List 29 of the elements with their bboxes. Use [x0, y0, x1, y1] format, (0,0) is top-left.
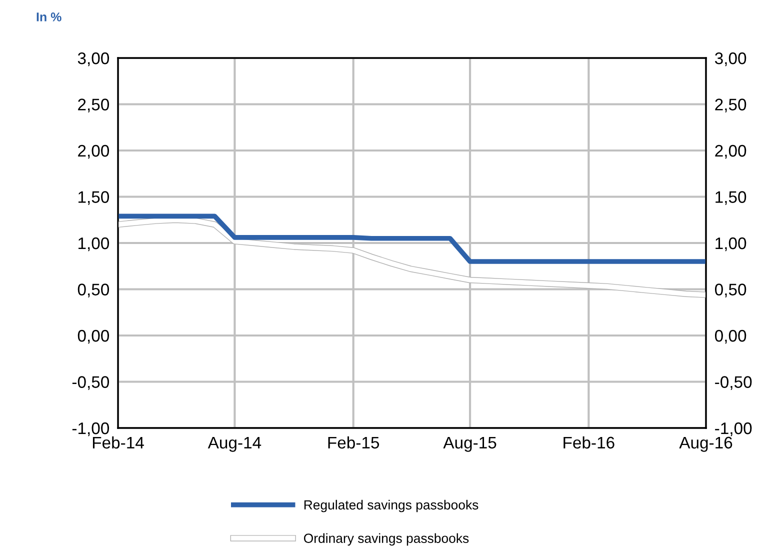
y2-tick-label: -1,00	[715, 422, 752, 436]
y-tick-label: 1,50	[78, 191, 110, 205]
chart-title: In %	[36, 12, 62, 22]
y2-tick-label: 3,00	[714, 52, 746, 66]
y-tick-label: 3,00	[78, 52, 110, 66]
y-tick-label: 2,50	[78, 98, 110, 112]
x-tick-label: Aug-16	[679, 436, 732, 452]
y2-tick-label: 1,50	[716, 191, 746, 205]
y2-tick-label: 2,50	[715, 98, 746, 112]
line-series	[118, 216, 706, 298]
y-tick-label: 0,50	[78, 284, 110, 298]
x-tick-label: Feb-15	[328, 436, 380, 449]
y2-tick-label: -0,50	[715, 376, 752, 390]
y2-tick-label: 1,00	[716, 237, 746, 252]
y2-tick-label: 0,00	[714, 330, 746, 344]
legend-label: Ordinary savings passbooks	[304, 533, 469, 546]
y-tick-label: -1,00	[72, 422, 110, 436]
y2-tick-label: 0,50	[714, 284, 746, 298]
y-tick-label: -0,50	[72, 376, 110, 390]
y-tick-label: 1,00	[78, 237, 110, 252]
x-tick-label: Feb-16	[564, 436, 614, 449]
y-tick-label: 0,00	[78, 330, 110, 344]
x-tick-label: Aug-14	[208, 436, 262, 452]
x-tick-label: Aug-15	[443, 436, 496, 452]
x-tick-label: Feb-14	[92, 436, 144, 449]
line-series	[118, 214, 706, 264]
legend-label: Regulated savings passbooks	[304, 500, 478, 512]
y-tick-label: 2,00	[78, 144, 110, 159]
y2-tick-label: 2,00	[715, 144, 746, 159]
